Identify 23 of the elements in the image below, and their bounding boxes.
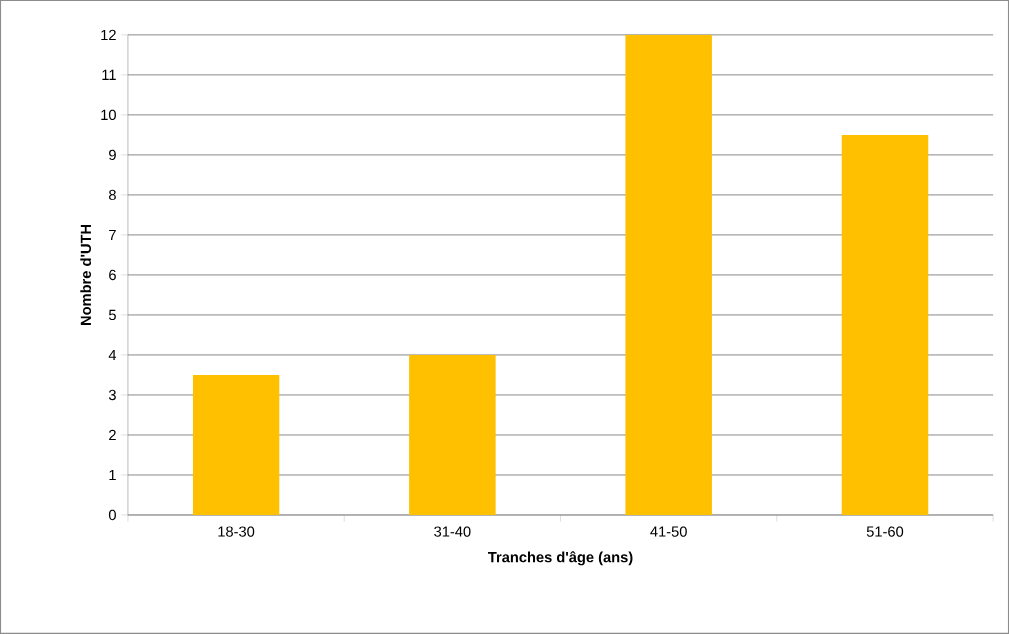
y-tick-label: 8 xyxy=(108,189,116,201)
x-axis-title: Tranches d'âge (ans) xyxy=(488,551,633,566)
y-tick-label: 1 xyxy=(109,469,116,481)
x-tick-label: 51-60 xyxy=(866,526,904,537)
y-tick-label: 5 xyxy=(108,309,116,321)
y-tick-label: 7 xyxy=(109,229,116,241)
y-tick-label: 0 xyxy=(108,509,116,521)
bar xyxy=(409,355,496,516)
bar xyxy=(625,34,712,516)
bar xyxy=(192,375,280,516)
y-axis-title: Nombre d'UTH xyxy=(80,224,92,326)
y-tick-label: 6 xyxy=(109,269,116,281)
x-tick-label: 31-40 xyxy=(434,526,471,537)
x-tick-label: 41-50 xyxy=(650,526,687,537)
y-tick-label: 3 xyxy=(108,389,116,401)
bar xyxy=(841,134,929,516)
y-tick-label: 9 xyxy=(109,149,116,161)
y-tick-label: 12 xyxy=(101,29,116,41)
y-tick-label: 10 xyxy=(101,109,116,121)
x-tick-label: 18-30 xyxy=(218,526,255,537)
y-tick-label: 2 xyxy=(109,429,116,441)
y-tick-label: 11 xyxy=(102,69,116,80)
y-tick-label: 4 xyxy=(108,349,117,361)
